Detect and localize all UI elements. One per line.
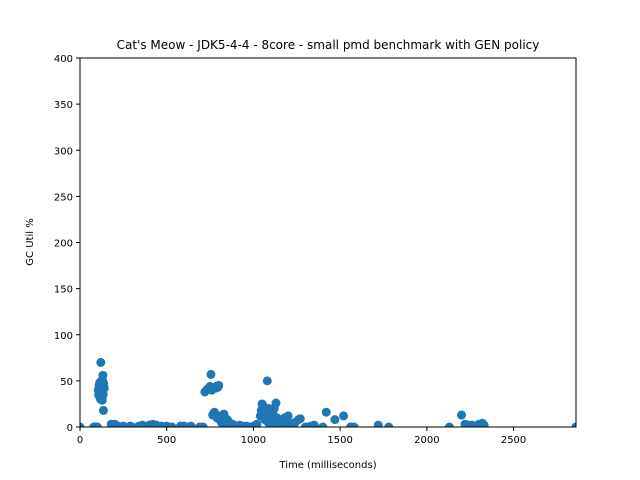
x-tick-label: 500 bbox=[157, 435, 176, 446]
data-point bbox=[186, 421, 196, 427]
data-point bbox=[214, 380, 224, 390]
data-point bbox=[167, 422, 177, 427]
y-tick-label: 200 bbox=[54, 239, 73, 250]
data-point bbox=[373, 420, 383, 427]
data-point bbox=[479, 420, 489, 427]
x-tick-label: 1000 bbox=[241, 435, 266, 446]
data-point bbox=[99, 383, 109, 393]
data-point bbox=[262, 376, 272, 386]
y-tick-label: 400 bbox=[54, 54, 73, 65]
data-point bbox=[384, 422, 394, 427]
data-points bbox=[80, 357, 576, 427]
data-point bbox=[339, 411, 349, 421]
data-point bbox=[444, 422, 454, 427]
y-axis-label: GC Util % bbox=[25, 218, 36, 265]
x-tick-label: 2000 bbox=[414, 435, 439, 446]
data-point bbox=[252, 419, 262, 427]
data-point bbox=[309, 420, 319, 427]
data-point bbox=[127, 422, 137, 427]
data-point bbox=[98, 370, 108, 380]
x-tick-label: 2500 bbox=[501, 435, 526, 446]
y-tick-label: 100 bbox=[54, 331, 73, 342]
data-point bbox=[318, 422, 328, 427]
y-tick-label: 150 bbox=[54, 285, 73, 296]
data-point bbox=[98, 405, 108, 415]
data-point bbox=[96, 357, 106, 367]
y-tick-label: 350 bbox=[54, 100, 73, 111]
y-tick-label: 250 bbox=[54, 192, 73, 203]
x-tick-label: 1500 bbox=[327, 435, 352, 446]
data-point bbox=[206, 369, 216, 379]
data-point bbox=[198, 422, 208, 427]
data-point bbox=[92, 422, 102, 427]
y-tick-label: 300 bbox=[54, 146, 73, 157]
data-point bbox=[571, 422, 576, 427]
y-tick-label: 0 bbox=[67, 423, 73, 434]
data-point bbox=[80, 422, 85, 427]
y-tick-label: 50 bbox=[60, 377, 73, 388]
x-axis-label: Time (milliseconds) bbox=[278, 460, 376, 471]
x-tick-label: 0 bbox=[77, 435, 83, 446]
data-point bbox=[295, 414, 305, 424]
data-point bbox=[457, 410, 467, 420]
data-point bbox=[283, 411, 293, 421]
data-point bbox=[349, 422, 359, 427]
data-point bbox=[330, 415, 340, 425]
data-point bbox=[271, 398, 281, 408]
data-point bbox=[321, 407, 331, 417]
plot-area: 0 500 1000 1500 2000 2500 0 50 100 150 200 250 300 35… bbox=[54, 54, 577, 446]
data-point bbox=[118, 421, 128, 427]
chart-title: Cat's Meow - JDK5-4-4 - 8core - small pm… bbox=[117, 38, 540, 52]
